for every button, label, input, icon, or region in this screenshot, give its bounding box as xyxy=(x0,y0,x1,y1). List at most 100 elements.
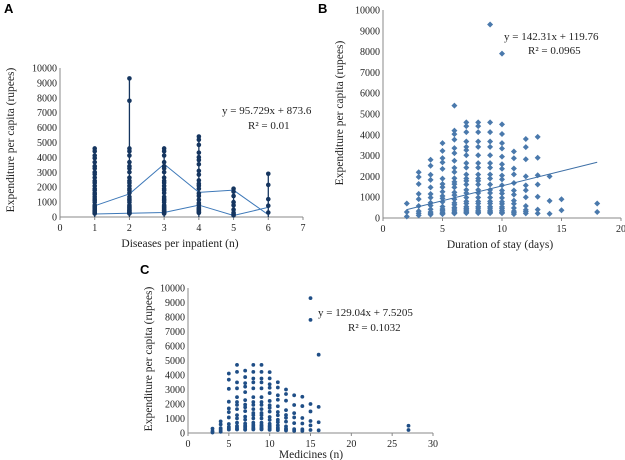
data-point-c xyxy=(251,426,256,431)
data-point-b xyxy=(534,210,541,217)
data-point-c xyxy=(284,392,288,396)
xlabel-c: Medicines (n) xyxy=(279,449,343,460)
data-point-c xyxy=(259,426,264,431)
data-point-a xyxy=(231,210,236,216)
data-point-c xyxy=(226,386,231,391)
data-point-a xyxy=(92,192,98,197)
data-point-b xyxy=(451,131,458,138)
data-point-c xyxy=(243,427,248,432)
data-point-b xyxy=(499,203,505,210)
data-point-b xyxy=(475,208,482,215)
data-point-b xyxy=(499,172,505,179)
data-point-a xyxy=(196,134,202,139)
data-point-b xyxy=(487,164,494,171)
data-point-b xyxy=(439,193,446,200)
data-point-a xyxy=(161,153,167,158)
data-point-b xyxy=(522,173,529,180)
data-point-b xyxy=(463,194,470,201)
data-point-a xyxy=(92,175,98,180)
x-tick-label-c: 15 xyxy=(306,439,316,450)
data-point-a xyxy=(161,169,167,175)
data-point-c xyxy=(235,420,239,425)
data-point-b xyxy=(510,148,517,155)
data-point-c xyxy=(226,426,231,431)
data-point-c xyxy=(226,406,231,411)
data-point-b xyxy=(427,176,434,183)
data-point-a xyxy=(92,188,98,193)
data-point-b xyxy=(463,186,470,193)
x-tick-label-a: 6 xyxy=(266,223,271,234)
data-point-c xyxy=(235,407,239,412)
data-point-c xyxy=(284,413,288,417)
x-tick-label-a: 2 xyxy=(127,223,132,234)
data-point-c xyxy=(259,395,264,400)
data-point-a xyxy=(231,199,236,205)
data-point-a xyxy=(231,193,236,199)
x-tick-label-c: 10 xyxy=(265,439,275,450)
chart-panel-b: 0 5 10 15 20 0 1000 2000 3000 4000 5000 6000 7000 800… xyxy=(355,6,625,236)
data-point-c xyxy=(243,384,248,389)
data-point-b xyxy=(439,159,446,166)
data-point-c xyxy=(251,400,256,404)
data-point-a xyxy=(265,182,271,188)
data-point-b xyxy=(499,50,505,57)
y-tick-label-a: 9000 xyxy=(37,78,57,89)
data-point-c xyxy=(259,411,264,415)
data-point-b xyxy=(439,180,446,187)
data-point-b xyxy=(522,187,529,194)
data-point-c xyxy=(300,429,305,433)
data-point-b xyxy=(415,180,422,187)
y-tick-label-c: 5000 xyxy=(165,356,185,367)
y-tick-label-a: 7000 xyxy=(37,108,57,119)
y-tick-label-c: 10000 xyxy=(160,284,185,295)
y-tick-label-c: 6000 xyxy=(165,342,185,353)
data-point-b xyxy=(499,140,505,147)
y-tick-label-b: 4000 xyxy=(360,130,380,141)
y-tick-label-b: 9000 xyxy=(360,26,380,37)
data-point-a xyxy=(127,159,132,165)
data-point-a xyxy=(196,137,202,143)
data-point-c xyxy=(284,427,288,432)
data-point-c xyxy=(300,404,305,408)
data-point-a xyxy=(196,200,202,206)
data-point-c xyxy=(259,402,264,407)
trend-line-a xyxy=(94,163,269,216)
y-tick-label-c: 2000 xyxy=(165,400,185,411)
y-tick-label-c: 9000 xyxy=(165,298,185,309)
data-point-a xyxy=(161,166,167,171)
data-point-c xyxy=(308,402,313,406)
data-point-b xyxy=(427,171,434,178)
data-point-b xyxy=(451,209,458,216)
data-point-c xyxy=(406,423,411,428)
data-point-b xyxy=(487,119,494,126)
y-tick-label-b: 3000 xyxy=(360,151,380,162)
data-point-c xyxy=(292,421,297,426)
data-point-c xyxy=(267,418,272,422)
y-tick-label-a: 2000 xyxy=(37,183,57,194)
data-point-b xyxy=(403,208,410,215)
data-point-c xyxy=(259,386,264,391)
data-point-c xyxy=(235,362,239,367)
data-point-b xyxy=(427,190,434,197)
data-point-b xyxy=(487,203,494,210)
y-tick-label-a: 3000 xyxy=(37,168,57,179)
data-point-b xyxy=(510,171,517,178)
data-point-c xyxy=(259,416,264,421)
data-point-c xyxy=(308,428,313,432)
data-point-b xyxy=(415,196,422,203)
data-point-b xyxy=(594,208,601,215)
data-point-b xyxy=(522,194,529,201)
data-point-b xyxy=(451,136,458,143)
data-point-b xyxy=(510,197,517,204)
data-point-c xyxy=(226,415,231,420)
data-point-a xyxy=(196,150,202,155)
data-point-b xyxy=(546,210,553,217)
data-point-c xyxy=(243,381,248,386)
data-point-b xyxy=(475,129,482,136)
data-point-b xyxy=(487,160,494,167)
data-point-c xyxy=(275,410,280,414)
data-point-b xyxy=(534,133,541,140)
data-point-a xyxy=(92,180,98,186)
data-point-b xyxy=(487,175,494,182)
data-point-a xyxy=(127,153,132,158)
